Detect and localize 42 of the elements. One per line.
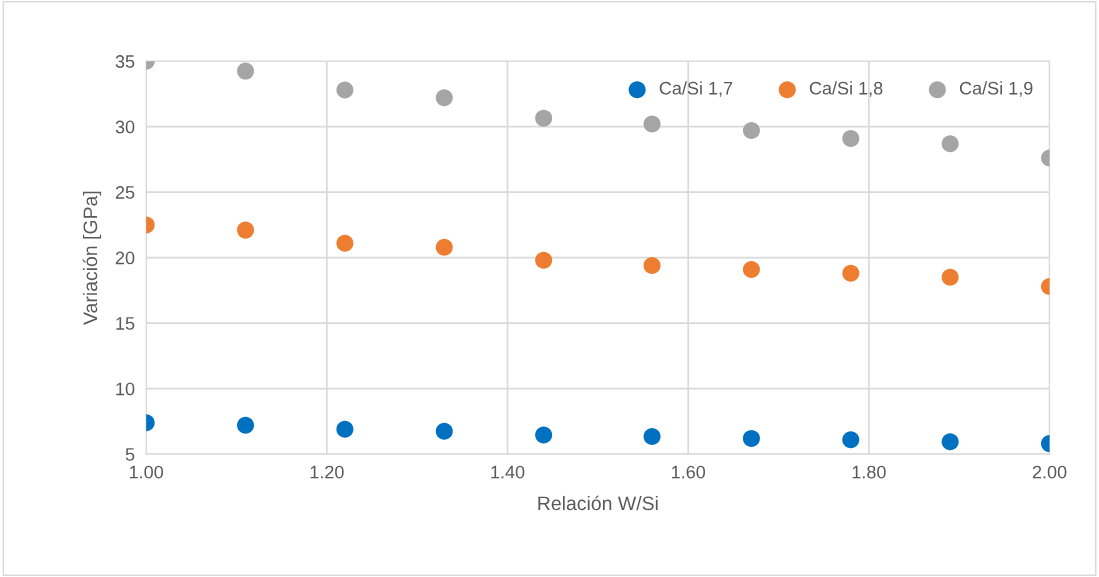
y-tick-label: 30 — [115, 120, 135, 134]
point — [742, 260, 760, 278]
point — [237, 221, 255, 239]
point — [941, 268, 959, 286]
point — [842, 264, 860, 282]
y-tick-label: 35 — [115, 55, 135, 68]
y-tick-label: 5 — [125, 448, 135, 461]
point — [842, 431, 860, 449]
x-axis-title: Relación W/Si — [538, 495, 658, 511]
point — [535, 251, 553, 269]
y-tick-label: 10 — [116, 382, 135, 396]
y-tick-label: 20 — [115, 251, 135, 265]
x-tick-label: 1.60 — [672, 465, 706, 479]
point — [435, 238, 453, 256]
point — [237, 62, 255, 80]
legend-label: Ca/Si 1,9 — [959, 81, 1033, 97]
point — [535, 426, 553, 444]
x-tick-label: 1.40 — [491, 465, 525, 479]
point — [435, 422, 453, 440]
point — [336, 81, 354, 99]
point — [336, 420, 354, 438]
point — [742, 122, 760, 140]
x-tick-label: 1.20 — [310, 465, 344, 479]
y-tick-label: 15 — [116, 317, 135, 330]
x-tick-label: 1.00 — [129, 465, 164, 479]
point — [941, 135, 959, 153]
y-tick-label: 25 — [115, 186, 135, 199]
point — [336, 234, 354, 252]
x-tick-label: 1.80 — [852, 465, 886, 479]
x-tick-label: 2.00 — [1032, 465, 1067, 479]
point — [842, 129, 860, 147]
point — [643, 115, 661, 133]
legend-label: Ca/Si 1,7 — [659, 81, 733, 97]
point — [237, 416, 255, 434]
point — [941, 433, 959, 451]
y-axis-title: Variación [GPa] — [82, 191, 102, 325]
point — [643, 256, 661, 274]
point — [435, 89, 453, 107]
legend-label: Ca/Si 1,8 — [809, 81, 883, 97]
point — [742, 429, 760, 447]
point — [643, 427, 661, 445]
point — [535, 109, 553, 127]
